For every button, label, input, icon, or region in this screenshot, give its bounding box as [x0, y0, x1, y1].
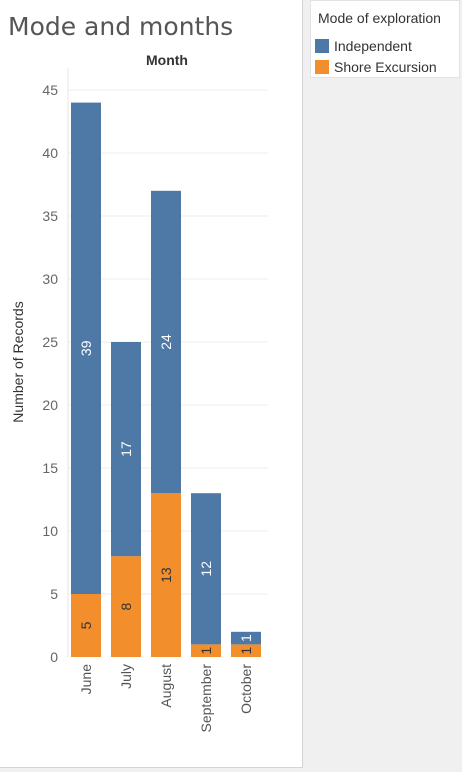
- bar-value-label: 39: [78, 340, 94, 356]
- bar-value-label: 13: [158, 567, 174, 583]
- x-tick-label: August: [158, 664, 174, 708]
- bar-value-label: 17: [118, 441, 134, 457]
- x-tick-label: September: [198, 664, 214, 733]
- bar-value-label: 8: [118, 602, 134, 610]
- bar-value-label: 1: [238, 634, 254, 642]
- legend-title: Mode of exploration: [318, 10, 441, 26]
- y-tick-label: 25: [42, 334, 58, 350]
- y-tick-label: 35: [42, 208, 58, 224]
- y-tick-label: 30: [42, 271, 58, 287]
- y-tick-label: 0: [50, 649, 58, 665]
- y-axis-title: Number of Records: [10, 301, 26, 422]
- legend: Mode of exploration Independent Shore Ex…: [310, 0, 460, 78]
- y-tick-label: 15: [42, 460, 58, 476]
- legend-swatch-shore-excursion: [315, 60, 329, 74]
- worksheet-pane: Mode and months 0 5 10 15 20 25 30 35 40 45 Month…: [0, 0, 303, 768]
- legend-item-independent[interactable]: Independent: [315, 38, 459, 54]
- bar-value-label: 1: [198, 647, 214, 655]
- legend-label-shore-excursion: Shore Excursion: [334, 59, 437, 75]
- y-tick-label: 45: [42, 82, 58, 98]
- bar-value-label: 24: [158, 334, 174, 350]
- y-tick-label: 10: [42, 523, 58, 539]
- bar-value-label: 1: [238, 647, 254, 655]
- x-tick-label: October: [238, 664, 254, 714]
- x-tick-label: July: [118, 664, 134, 689]
- y-tick-label: 20: [42, 397, 58, 413]
- legend-item-shore-excursion[interactable]: Shore Excursion: [315, 59, 459, 75]
- x-tick-label: June: [78, 664, 94, 695]
- bar-value-label: 12: [198, 561, 214, 577]
- column-header: Month: [146, 52, 188, 68]
- y-tick-label: 40: [42, 145, 58, 161]
- y-tick-label: 5: [50, 586, 58, 602]
- bar-value-label: 5: [78, 621, 94, 629]
- legend-swatch-independent: [315, 39, 329, 53]
- legend-label-independent: Independent: [334, 38, 412, 54]
- x-axis-tick-labels: June July August September October: [78, 664, 254, 733]
